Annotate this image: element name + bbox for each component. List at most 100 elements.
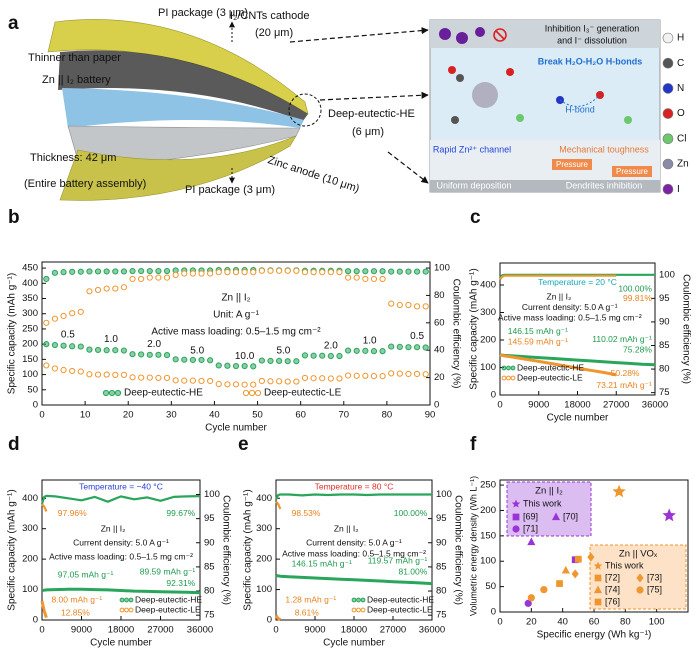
capacity-point [422, 344, 429, 351]
x-axis-label: Cycle number [205, 423, 267, 434]
ce-point [43, 275, 50, 283]
y-tick-label: 150 [22, 354, 38, 365]
ce-point [362, 268, 369, 275]
ce-point [198, 270, 205, 277]
legend-marker [501, 365, 507, 371]
schematic-text: Pressure [616, 167, 649, 176]
x-tick-label: 80 [620, 617, 631, 628]
ce-point [163, 267, 171, 275]
legend-marker [593, 561, 603, 570]
annotation: 100.00% [618, 284, 652, 294]
x-tick-label: 18000 [341, 625, 367, 636]
capacity-point [284, 378, 291, 385]
ce-point [138, 275, 145, 283]
capacity-point [69, 343, 76, 350]
h-bond-line [559, 94, 601, 107]
capacity-point [319, 375, 326, 382]
capacity-point [103, 371, 110, 378]
capacity-point [69, 367, 76, 375]
y2-tick-label: 100 [659, 269, 675, 280]
legend-label: [72] [605, 572, 620, 582]
ce-point [327, 269, 334, 276]
annotation: Active mass loading: 0.5–1.5 mg cm⁻² [49, 551, 193, 561]
data-point [527, 594, 535, 602]
y-tick-label: 150 [480, 530, 496, 541]
ce-point [51, 315, 59, 322]
ce-point [69, 310, 76, 317]
ce-point [310, 269, 317, 276]
ce-point [388, 268, 395, 275]
ce-point [60, 312, 67, 320]
y2-tick-label: 80 [659, 364, 670, 375]
legend-marker [124, 597, 129, 603]
y-tick-label: 200 [480, 335, 496, 346]
legend-marker [128, 607, 134, 613]
legend-marker [593, 585, 603, 594]
capacity-point [146, 351, 153, 358]
label-cathode: I₂/CNTs cathode [230, 10, 309, 22]
y2-tick-label: 75 [659, 387, 670, 398]
x-tick-label: 60 [589, 617, 600, 628]
capacity-point [250, 381, 257, 388]
legend-label: This work [523, 498, 562, 508]
legend-marker [594, 574, 602, 582]
capacity-point [163, 352, 171, 359]
capacity-point [258, 377, 265, 385]
ce-point [60, 269, 67, 276]
schematic-text: Mechanical toughness [559, 144, 649, 154]
legend-label: [75] [647, 584, 662, 594]
schematic-text: H-bond [565, 104, 595, 114]
panel-letter: e [238, 434, 249, 455]
y-tick-label: 0 [33, 400, 38, 411]
annotation: 75.28% [623, 344, 652, 354]
legend-marker [114, 389, 122, 397]
annotation: Current density: 5.0 A g⁻¹ [522, 302, 618, 312]
legend-marker [124, 607, 129, 613]
y2-tick-label: 75 [436, 610, 447, 621]
capacity-point [301, 352, 309, 359]
x-tick-label: 36000 [419, 625, 445, 636]
capacity-point [301, 374, 309, 382]
ce-point [86, 268, 93, 275]
capacity-point [146, 374, 153, 381]
capacity-point [353, 372, 360, 379]
y2-tick-label: 95 [436, 513, 447, 524]
label-thickness: Thickness: 42 μm [30, 152, 116, 164]
capacity-point [181, 377, 188, 384]
annotation: 81.00% [398, 567, 427, 577]
y-axis-label: Specific capacity (mAh g⁻¹) [469, 268, 480, 389]
capacity-point [250, 363, 257, 370]
capacity-point [86, 346, 93, 353]
ce-point [155, 274, 162, 281]
ce-point [43, 319, 50, 326]
x-tick-label: 50 [252, 410, 263, 421]
capacity-point [388, 370, 395, 377]
legend-label: Deep-eutectic-LE [264, 388, 342, 399]
ce-point [241, 269, 248, 276]
x-tick-label: 0 [497, 617, 502, 628]
ce-point [319, 269, 326, 276]
x-tick-label: 27000 [147, 625, 173, 636]
data-point [561, 565, 570, 574]
ce-point [284, 267, 291, 274]
legend-label: Deep-eutectic-HE [367, 594, 434, 604]
ce-point [224, 269, 231, 276]
y2-axis-label: Coulombic efficiency (%) [450, 279, 461, 389]
capacity-point [396, 370, 403, 377]
ce-point [250, 269, 257, 276]
panel-letter: b [8, 207, 20, 228]
legend-marker [636, 586, 644, 594]
element-label: Cl [677, 133, 686, 144]
data-point [524, 599, 532, 607]
ce-point [362, 275, 369, 283]
annotation: Zn || I₂ [547, 292, 572, 302]
ce-line [499, 274, 617, 281]
legend-label: [76] [605, 596, 620, 606]
data-point [527, 537, 536, 546]
capacity-point [293, 378, 300, 385]
legend-marker [512, 513, 520, 521]
y2-axis-label: Coulombic efficiency (%) [220, 495, 231, 605]
annotation: 146.15 mAh g⁻¹ [292, 558, 352, 568]
legend-marker [119, 597, 125, 603]
y-tick-label: 0 [33, 615, 38, 626]
